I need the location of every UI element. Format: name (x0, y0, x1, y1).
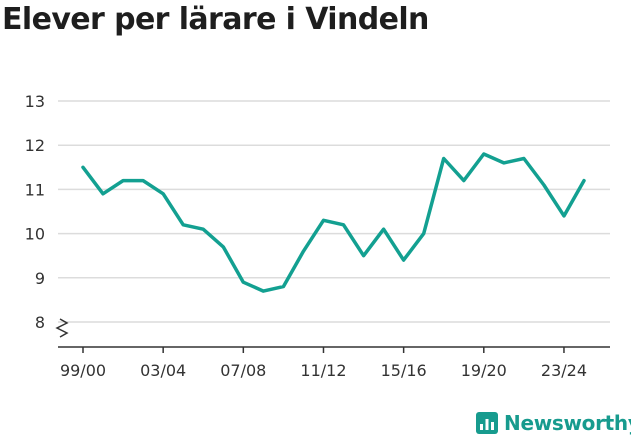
x-axis-ticks: 99/00 03/04 07/08 11/12 15/16 19/20 23/24 (60, 347, 587, 380)
y-tick-label-9: 9 (35, 269, 45, 288)
x-axis (55, 318, 610, 348)
y-tick-label-11: 11 (25, 180, 45, 199)
x-tick-label-07/08: 07/08 (220, 361, 266, 380)
gridlines (58, 100, 610, 323)
y-axis-break-icon (55, 318, 69, 338)
chart-title: Elever per lärare i Vindeln (2, 2, 429, 37)
series-layer (81, 152, 586, 293)
brand-name: Newsworthy (504, 411, 631, 435)
bar-chart-logo-icon (476, 412, 498, 434)
y-tick-label-13: 13 (25, 92, 45, 111)
y-tick-label-8: 8 (35, 313, 45, 332)
y-tick-label-10: 10 (25, 225, 45, 244)
x-tick-label-15/16: 15/16 (381, 361, 427, 380)
x-tick-label-11/12: 11/12 (300, 361, 346, 380)
x-tick-label-19/20: 19/20 (461, 361, 507, 380)
x-tick-label-23/24: 23/24 (541, 361, 587, 380)
newsworthy-logo: Newsworthy (476, 408, 631, 438)
series-line-0 (81, 152, 586, 293)
y-axis-ticks: 8 9 10 11 12 13 (25, 92, 45, 332)
y-tick-label-12: 12 (25, 136, 45, 155)
x-tick-label-03/04: 03/04 (140, 361, 186, 380)
x-tick-label-99/00: 99/00 (60, 361, 106, 380)
